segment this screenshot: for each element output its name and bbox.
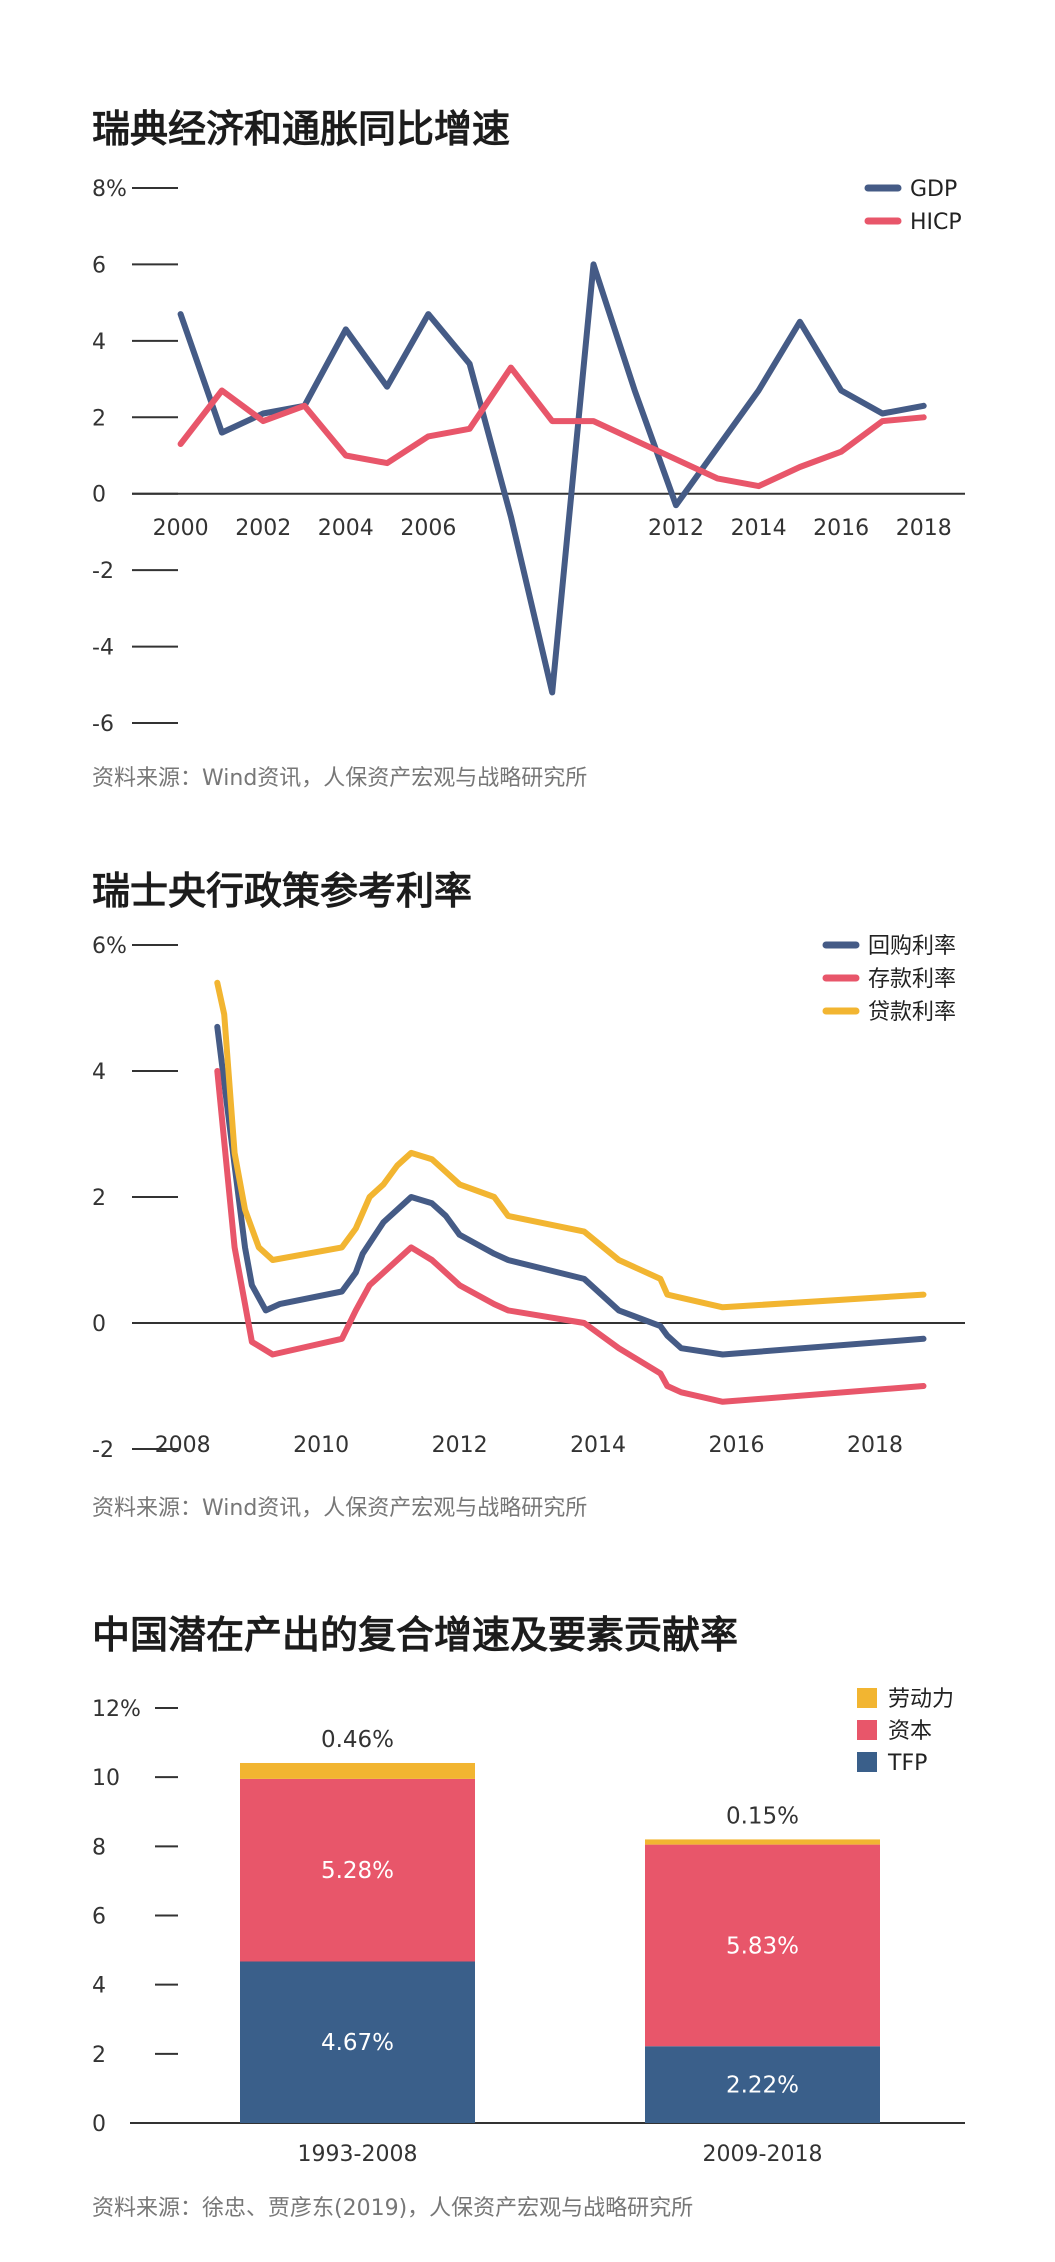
c3-legend-label: TFP [887, 1751, 927, 1776]
c1-x-tick-label: 2004 [318, 516, 374, 541]
c1-y-tick-label: -6 [92, 712, 114, 737]
c2-legend-label: 存款利率 [868, 967, 956, 992]
c2-y-tick-label: 6% [92, 934, 127, 959]
c2-x-tick-label: 2008 [155, 1433, 211, 1458]
c2-y-tick-label: -2 [92, 1438, 114, 1463]
c1-y-tick-label: 8% [92, 177, 127, 202]
c3-bar-segment-labor [645, 1839, 880, 1845]
c3-legend-swatch [857, 1752, 877, 1772]
c3-y-tick-label: 12% [92, 1697, 141, 1722]
c3-legend-label: 资本 [888, 1719, 932, 1744]
c2-series-line-1 [214, 1068, 927, 1405]
c1-x-tick-label: 2012 [648, 516, 704, 541]
chart3-title: 中国潜在产出的复合增速及要素贡献率 [92, 1613, 739, 1657]
c3-legend-swatch [857, 1688, 877, 1708]
c2-x-tick-label: 2014 [570, 1433, 626, 1458]
c1-x-tick-label: 2000 [153, 516, 209, 541]
c2-x-tick-label: 2010 [293, 1433, 349, 1458]
c2-y-tick-label: 0 [92, 1312, 106, 1337]
c1-x-tick-label: 2002 [235, 516, 291, 541]
c3-x-tick-label: 1993-2008 [298, 2142, 418, 2167]
c3-bar-segment-tfp [645, 2046, 880, 2123]
chart3-svg: 12% 10 8 6 4 2 0 4.67% 5.28% 0.46% 2.22% 5.83% 0.15… [92, 1687, 965, 2167]
c3-legend-swatch [857, 1720, 877, 1740]
c3-y-tick-label: 2 [92, 2043, 106, 2068]
chart2-svg: 6% 4 2 0 -2 2008 2010 2012 2014 2016 2018 回购利率存款利… [92, 934, 965, 1463]
c3-data-label: 2.22% [726, 2073, 799, 2099]
c3-y-tick-label: 8 [92, 1835, 106, 1860]
c2-x-tick-label: 2012 [432, 1433, 488, 1458]
c3-bar-segment-capital [645, 1844, 880, 2047]
c1-y-tick-label: 6 [92, 253, 106, 278]
c3-bar-segment-tfp [240, 1961, 475, 2123]
c3-y-tick-label: 0 [92, 2112, 106, 2137]
c3-y-tick-label: 6 [92, 1905, 106, 1930]
c3-bar-segment-capital [240, 1778, 475, 1962]
chart2-source: 资料来源：Wind资讯，人保资产宏观与战略研究所 [92, 1496, 588, 1521]
c2-x-tick-label: 2018 [847, 1433, 903, 1458]
c2-series-line-0 [214, 1023, 927, 1358]
c1-x-tick-label: 2006 [400, 516, 456, 541]
c3-data-label: 4.67% [321, 2030, 394, 2056]
c3-x-tick-label: 2009-2018 [703, 2142, 823, 2167]
c3-data-label: 0.46% [321, 1727, 394, 1753]
c1-y-tick-label: -4 [92, 636, 114, 661]
c3-bar-segment-labor [240, 1762, 475, 1779]
chart1-svg: 8% 6 4 2 0 -2 -4 -6 2000 2002 2004 2006 2012 2014 201… [92, 177, 965, 737]
chart1-title: 瑞典经济和通胀同比增速 [92, 107, 511, 151]
c1-y-tick-label: 0 [92, 483, 106, 508]
c3-y-tick-label: 10 [92, 1766, 120, 1791]
c2-legend-label: 回购利率 [868, 934, 956, 959]
c1-series-line-0 [177, 261, 927, 696]
c1-legend-label: GDP [910, 177, 957, 202]
c3-legend-label: 劳动力 [888, 1687, 954, 1712]
c1-legend-label: HICP [910, 210, 962, 235]
c2-series-line-2 [214, 979, 927, 1311]
c2-x-tick-label: 2016 [709, 1433, 765, 1458]
c1-y-tick-label: 2 [92, 406, 106, 431]
c2-legend-label: 贷款利率 [868, 1000, 956, 1025]
c1-x-tick-label: 2016 [813, 516, 869, 541]
c3-data-label: 5.83% [726, 1933, 799, 1959]
c1-x-tick-label: 2014 [731, 516, 787, 541]
c1-y-tick-label: -2 [92, 559, 114, 584]
c3-data-label: 0.15% [726, 1803, 799, 1829]
chart3-source: 资料来源：徐忠、贾彦东(2019)，人保资产宏观与战略研究所 [92, 2196, 694, 2221]
chart2-title: 瑞士央行政策参考利率 [92, 869, 473, 913]
c1-series-line-1 [177, 364, 927, 490]
chart1-source: 资料来源：Wind资讯，人保资产宏观与战略研究所 [92, 766, 588, 791]
c3-y-tick-label: 4 [92, 1974, 106, 1999]
c2-y-tick-label: 4 [92, 1060, 106, 1085]
chart1-legend: GDP HICP [864, 177, 962, 235]
c2-y-tick-label: 2 [92, 1186, 106, 1211]
c1-y-tick-label: 4 [92, 330, 106, 355]
c1-x-tick-label: 2018 [896, 516, 952, 541]
c3-data-label: 5.28% [321, 1858, 394, 1884]
